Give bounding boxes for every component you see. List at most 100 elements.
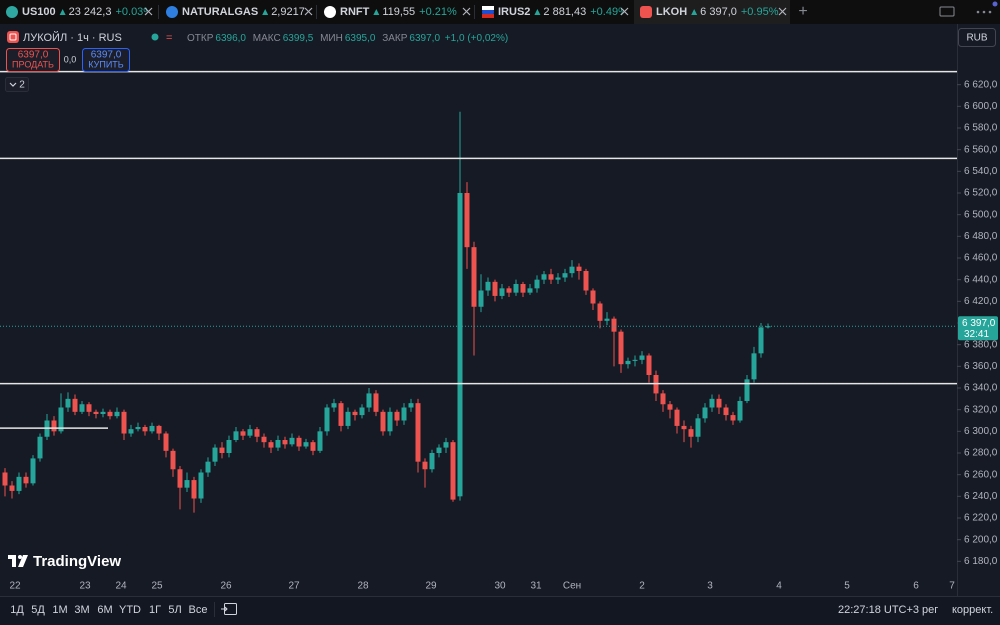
close-icon[interactable] (620, 7, 629, 16)
symbol-logo (7, 31, 19, 43)
candle-body (37, 436, 43, 459)
layout-icon[interactable] (939, 6, 955, 17)
x-tick-label: 24 (115, 581, 127, 592)
up-arrow (373, 9, 380, 15)
range-button[interactable]: 1Г (149, 604, 161, 616)
candle-body (506, 288, 512, 293)
candle-body (765, 326, 771, 328)
symbol-logo-mark (9, 33, 17, 41)
buy-button[interactable] (82, 48, 130, 72)
candle-body (240, 431, 246, 436)
candle-body (93, 411, 99, 414)
date-range-icon[interactable] (221, 603, 237, 615)
candle-body (366, 393, 372, 408)
range-button[interactable]: 5Л (168, 604, 181, 616)
candle-body (597, 303, 603, 321)
up-arrow (691, 9, 698, 15)
tab-icon (482, 6, 494, 10)
candle-body (212, 447, 218, 462)
range-button[interactable]: YTD (119, 604, 141, 616)
countdown: 32:41 (964, 329, 989, 340)
instrument[interactable]: ЛУКОЙЛ · 1ч · RUS (23, 31, 122, 44)
clock: 22:27:18 UTC+3 (838, 604, 919, 616)
adjust-mode[interactable]: коррект. (952, 604, 993, 616)
y-tick-label: 6 480,0 (964, 231, 998, 242)
active-tab[interactable] (634, 0, 790, 24)
candle-body (401, 407, 407, 421)
close-icon[interactable] (144, 7, 153, 16)
candle-body (23, 476, 29, 484)
y-tick-label: 6 580,0 (964, 123, 998, 134)
tab-symbol: US100 (22, 6, 56, 18)
candle-body (716, 398, 722, 408)
data-icon: = (166, 32, 172, 44)
tab-price: 119,55 (382, 6, 415, 18)
tab[interactable]: RNFT 119,55 +0.21% (324, 6, 457, 18)
candle-body (590, 290, 596, 304)
x-tick-label: 2 (639, 581, 645, 592)
x-tick-label: 26 (220, 581, 232, 592)
sell-label: ПРОДАТЬ (12, 59, 54, 69)
candle-body (478, 290, 484, 307)
range-button[interactable]: 6М (97, 604, 112, 616)
candle-body (310, 442, 316, 451)
market-status (151, 33, 159, 41)
tab[interactable]: IRUS2 2 881,43 +0.49% (482, 6, 628, 18)
candle-body (275, 440, 281, 448)
tab[interactable]: LKOH 6 397,0 +0.95% (640, 6, 779, 18)
candle-body (632, 359, 638, 361)
candle-body (436, 447, 442, 453)
tab[interactable]: NATURALGAS 2,9217 (166, 6, 305, 18)
close-icon[interactable] (304, 7, 313, 16)
scale-mode[interactable]: рег (922, 604, 938, 616)
ohlc-label: ОТКР (187, 33, 214, 44)
candle-body (107, 411, 113, 417)
y-tick-label: 6 440,0 (964, 274, 998, 285)
sell-button[interactable] (6, 48, 60, 72)
candle-body (79, 404, 85, 412)
candle-body (569, 266, 575, 274)
candle-body (170, 450, 176, 470)
sell-price: 6397,0 (18, 50, 49, 61)
y-tick-label: 6 240,0 (964, 491, 998, 502)
candle-body (513, 284, 519, 293)
indicators-count: 2 (19, 80, 25, 91)
range-button[interactable]: Все (189, 604, 208, 616)
candle-body (380, 411, 386, 432)
range-button[interactable]: 1М (52, 604, 67, 616)
tab-icon (640, 6, 652, 18)
candle-body (338, 403, 344, 426)
y-tick-label: 6 620,0 (964, 79, 998, 90)
range-button[interactable]: 3М (74, 604, 89, 616)
ohlc-label: ЗАКР (382, 33, 408, 44)
y-tick-label: 6 260,0 (964, 469, 998, 480)
range-button[interactable]: 1Д (10, 604, 24, 616)
tabs: US100 23 242,3 +0.03% NATURALGAS 2,9217 RNFT 1… (6, 5, 787, 19)
range-button[interactable]: 5Д (31, 604, 45, 616)
x-tick-label: 6 (913, 581, 919, 592)
candle-body (331, 403, 337, 408)
x-tick-label: 23 (79, 581, 91, 592)
menu-icon[interactable] (976, 10, 992, 14)
close-icon[interactable] (778, 7, 787, 16)
candle-body (520, 284, 526, 293)
candle-body (737, 401, 743, 421)
candle-body (527, 288, 533, 293)
candle-body (604, 318, 610, 321)
new-tab[interactable]: + (798, 3, 807, 20)
y-tick-label: 6 220,0 (964, 513, 998, 524)
buy-label: КУПИТЬ (88, 59, 123, 69)
watermark: TradingView (33, 553, 121, 570)
candle-body (51, 420, 57, 432)
currency-button[interactable] (958, 28, 996, 47)
candle-body (198, 472, 204, 499)
candle-body (723, 407, 729, 416)
tab[interactable]: US100 23 242,3 +0.03% (6, 6, 153, 18)
indicators-toggle[interactable] (5, 77, 29, 92)
close-icon[interactable] (462, 7, 471, 16)
tab-price: 23 242,3 (69, 6, 112, 18)
ohlc-label: МАКС (253, 33, 281, 44)
plot (0, 70, 957, 513)
candle-body (261, 436, 267, 443)
y-tick-label: 6 280,0 (964, 448, 998, 459)
